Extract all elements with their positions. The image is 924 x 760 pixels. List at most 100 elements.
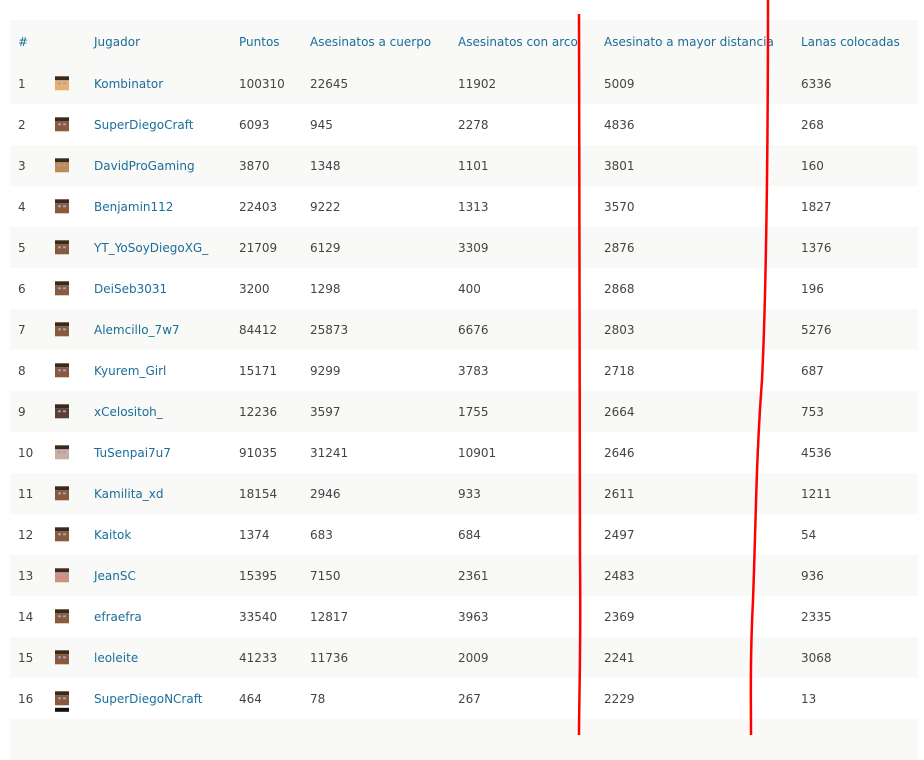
rank-cell: 5: [18, 240, 26, 255]
wool-placed-cell: 13: [801, 691, 817, 706]
longest-kill-cell: 2868: [604, 281, 635, 296]
points-cell: 464: [239, 691, 262, 706]
player-avatar-icon: [55, 239, 69, 254]
rank-cell: 13: [18, 568, 34, 583]
melee-kills-cell: 6129: [310, 240, 341, 255]
longest-kill-cell: 2876: [604, 240, 635, 255]
points-cell: 84412: [239, 322, 278, 337]
points-cell: 3200: [239, 281, 270, 296]
player-avatar-icon: [55, 608, 69, 623]
rank-cell: 9: [18, 404, 26, 419]
player-link[interactable]: leoleite: [94, 650, 139, 665]
points-cell: 22403: [239, 199, 278, 214]
melee-kills-cell: 1348: [310, 158, 341, 173]
bow-kills-cell: 1313: [458, 199, 489, 214]
wool-placed-cell: 3068: [801, 650, 832, 665]
longest-kill-cell: 2483: [604, 568, 635, 583]
player-avatar-icon: [55, 75, 69, 90]
player-link[interactable]: SuperDiegoNCraft: [94, 691, 203, 706]
rank-cell: 14: [18, 609, 34, 624]
rank-cell: 4: [18, 199, 26, 214]
table-row: 16 SuperDiegoNCraft 464 78 267 2229 13: [10, 678, 918, 719]
table-row: 9 xCelositoh_ 12236 3597 1755 2664 753: [10, 391, 918, 432]
longest-kill-cell: 4836: [604, 117, 635, 132]
melee-kills-cell: 9222: [310, 199, 341, 214]
bow-kills-cell: 10901: [458, 445, 497, 460]
melee-kills-cell: 1298: [310, 281, 341, 296]
player-link[interactable]: TuSenpai7u7: [94, 445, 171, 460]
player-link[interactable]: Kamilita_xd: [94, 486, 164, 501]
wool-placed-cell: 6336: [801, 76, 832, 91]
header-melee-kills[interactable]: Asesinatos a cuerpo: [310, 34, 432, 49]
table-row: 15 leoleite 41233 11736 2009 2241 3068: [10, 637, 918, 678]
wool-placed-cell: 268: [801, 117, 824, 132]
player-avatar-icon: [55, 321, 69, 336]
melee-kills-cell: 9299: [310, 363, 341, 378]
rank-cell: 11: [18, 486, 34, 501]
table-row: 13 JeanSC 15395 7150 2361 2483 936: [10, 555, 918, 596]
player-link[interactable]: SuperDiegoCraft: [94, 117, 194, 132]
player-link[interactable]: JeanSC: [94, 568, 136, 583]
longest-kill-cell: 2664: [604, 404, 635, 419]
bow-kills-cell: 11902: [458, 76, 497, 91]
wool-placed-cell: 4536: [801, 445, 832, 460]
avatar-icon: [55, 707, 69, 721]
rank-cell: 12: [18, 527, 34, 542]
wool-placed-cell: 54: [801, 527, 817, 542]
longest-kill-cell: 2497: [604, 527, 635, 542]
header-player[interactable]: Jugador: [94, 34, 141, 49]
player-link[interactable]: YT_YoSoyDiegoXG_: [94, 240, 209, 255]
bow-kills-cell: 2009: [458, 650, 489, 665]
player-link[interactable]: Kombinator: [94, 76, 164, 91]
header-points[interactable]: Puntos: [239, 34, 280, 49]
bow-kills-cell: 2278: [458, 117, 489, 132]
wool-placed-cell: 196: [801, 281, 824, 296]
player-link[interactable]: Alemcillo_7w7: [94, 322, 180, 337]
wool-placed-cell: 753: [801, 404, 824, 419]
header-wool-placed[interactable]: Lanas colocadas: [801, 34, 900, 49]
player-avatar-icon: [55, 280, 69, 295]
points-cell: 6093: [239, 117, 270, 132]
points-cell: 1374: [239, 527, 270, 542]
red-annotation-line-left: [577, 13, 582, 735]
rank-cell: 6: [18, 281, 26, 296]
melee-kills-cell: 12817: [310, 609, 349, 624]
melee-kills-cell: 11736: [310, 650, 349, 665]
longest-kill-cell: 2718: [604, 363, 635, 378]
rank-cell: 2: [18, 117, 26, 132]
wool-placed-cell: 1376: [801, 240, 832, 255]
player-link[interactable]: Benjamin112: [94, 199, 174, 214]
player-link[interactable]: DavidProGaming: [94, 158, 195, 173]
points-cell: 21709: [239, 240, 278, 255]
wool-placed-cell: 2335: [801, 609, 832, 624]
header-bow-kills[interactable]: Asesinatos con arco: [458, 34, 578, 49]
wool-placed-cell: 1211: [801, 486, 832, 501]
player-link[interactable]: efraefra: [94, 609, 142, 624]
player-link[interactable]: Kaitok: [94, 527, 132, 542]
rank-cell: 15: [18, 650, 34, 665]
player-link[interactable]: Kyurem_Girl: [94, 363, 167, 378]
melee-kills-cell: 25873: [310, 322, 349, 337]
longest-kill-cell: 5009: [604, 76, 635, 91]
red-annotation-line-right: [749, 0, 770, 735]
points-cell: 33540: [239, 609, 278, 624]
points-cell: 12236: [239, 404, 278, 419]
points-cell: 41233: [239, 650, 278, 665]
table-row: 10 TuSenpai7u7 91035 31241 10901 2646 4536: [10, 432, 918, 473]
bow-kills-cell: 1101: [458, 158, 489, 173]
melee-kills-cell: 3597: [310, 404, 341, 419]
player-avatar-icon: [55, 526, 69, 541]
player-link[interactable]: DeiSeb3031: [94, 281, 168, 296]
header-rank[interactable]: #: [18, 34, 29, 49]
longest-kill-cell: 2611: [604, 486, 635, 501]
player-avatar-icon: [55, 649, 69, 664]
player-avatar-icon: [55, 690, 69, 705]
player-link[interactable]: xCelositoh_: [94, 404, 163, 419]
longest-kill-cell: 2803: [604, 322, 635, 337]
wool-placed-cell: 936: [801, 568, 824, 583]
melee-kills-cell: 31241: [310, 445, 349, 460]
header-longest-kill[interactable]: Asesinato a mayor distancia: [604, 34, 774, 49]
player-avatar-icon: [55, 198, 69, 213]
bow-kills-cell: 3309: [458, 240, 489, 255]
player-avatar-icon: [55, 444, 69, 459]
